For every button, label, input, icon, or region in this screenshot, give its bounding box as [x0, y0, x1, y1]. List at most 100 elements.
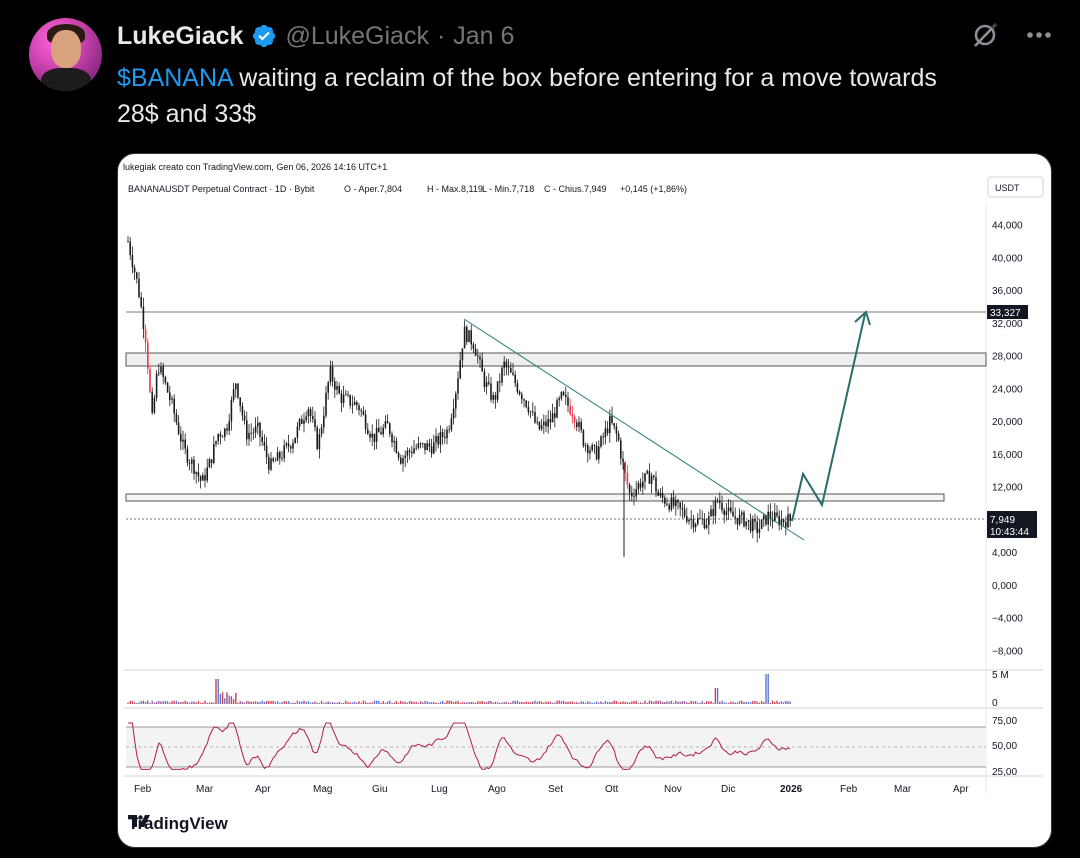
candle-body — [721, 502, 723, 511]
candle-body — [452, 408, 455, 419]
volume-bar — [466, 702, 468, 704]
candle-body — [560, 392, 563, 399]
candle-body — [334, 381, 336, 390]
volume-bar — [521, 701, 523, 704]
candle-body — [716, 500, 719, 502]
volume-bar — [485, 701, 488, 704]
volume-bar — [721, 700, 723, 704]
author-name[interactable]: LukeGiack — [117, 21, 244, 50]
volume-bar — [142, 700, 145, 704]
candle-body — [677, 500, 679, 503]
volume-bar — [677, 701, 679, 704]
candle-body — [540, 425, 543, 430]
candle-body — [741, 512, 743, 515]
candle-body — [661, 492, 664, 498]
volume-bar — [276, 701, 279, 704]
volume-bar — [710, 701, 712, 704]
candle-body — [736, 517, 739, 525]
candle-body — [723, 510, 725, 516]
volume-bar — [694, 701, 697, 704]
volume-bar — [235, 692, 237, 704]
candle-body — [582, 430, 585, 446]
candle-body — [483, 371, 486, 387]
volume-bar — [488, 700, 490, 704]
candle-body — [305, 416, 307, 421]
candle-body — [347, 394, 349, 396]
candle-body — [230, 399, 233, 422]
volume-bar — [316, 702, 318, 704]
more-icon[interactable] — [1026, 31, 1052, 39]
candle-body — [316, 427, 318, 450]
grok-icon[interactable] — [970, 20, 1000, 50]
candle-body — [422, 443, 424, 445]
candle-body — [481, 359, 483, 372]
candle-body — [362, 411, 365, 415]
volume-bar — [351, 702, 354, 704]
volume-bar — [147, 700, 149, 704]
candle-body — [505, 361, 508, 368]
avatar[interactable] — [29, 18, 102, 91]
candle-body — [408, 450, 411, 452]
volume-bar — [384, 702, 387, 704]
volume-bar — [679, 701, 681, 704]
candle-body — [439, 432, 442, 445]
volume-bar — [153, 702, 156, 704]
volume-bar — [378, 700, 380, 704]
volume-bar — [714, 688, 717, 704]
volume-bar — [298, 701, 301, 704]
candle-body — [521, 394, 523, 400]
volume-bar — [452, 701, 455, 704]
volume-bar — [512, 700, 514, 704]
volume-bar — [217, 679, 219, 704]
candle-body — [144, 329, 147, 343]
chart-image[interactable]: lukegiak creato con TradingView.com, Gen… — [117, 153, 1052, 848]
cashtag-link[interactable]: $BANANA — [117, 64, 233, 92]
volume-bar — [294, 702, 296, 704]
volume-bar — [191, 701, 193, 704]
volume-bar — [587, 701, 589, 704]
candle-body — [272, 458, 274, 461]
candle-body — [424, 443, 426, 451]
candle-body — [763, 515, 765, 520]
candle-body — [356, 401, 358, 406]
candle-body — [591, 444, 593, 451]
candle-body — [688, 519, 690, 522]
candle-body — [569, 405, 571, 415]
volume-bar — [734, 702, 736, 704]
candle-body — [501, 367, 503, 383]
candle-body — [499, 381, 501, 383]
candle-body — [129, 241, 131, 256]
volume-bar — [171, 701, 173, 704]
volume-bar — [373, 700, 376, 704]
candle-body — [468, 330, 470, 343]
price-tick-label: 28,000 — [992, 352, 1023, 363]
volume-bar — [622, 701, 624, 704]
candle-body — [565, 394, 567, 398]
chart-symbol: BANANAUSDT Perpetual Contract · 1D · Byb… — [128, 184, 315, 194]
candle-body — [734, 516, 736, 518]
volume-bar — [232, 699, 235, 704]
candle-body — [378, 427, 380, 433]
volume-bar — [356, 702, 358, 704]
candle-body — [175, 413, 178, 423]
candle-body — [395, 440, 398, 453]
chart-open: O - Aper.7,804 — [344, 184, 402, 194]
volume-bar — [180, 702, 182, 704]
volume-bar — [360, 702, 362, 704]
author-handle[interactable]: @LukeGiack — [285, 21, 429, 50]
candle-body — [485, 382, 488, 387]
tweet-date[interactable]: Jan 6 — [453, 21, 515, 50]
volume-bar — [617, 702, 620, 704]
candle-body — [664, 497, 666, 504]
time-tick-label: Apr — [255, 784, 271, 795]
volume-bar — [785, 700, 787, 704]
time-tick-label: Nov — [664, 784, 682, 795]
candle-body — [628, 484, 631, 493]
volume-bar — [305, 701, 307, 704]
volume-bar — [345, 700, 347, 704]
time-tick-label: Mag — [313, 784, 332, 795]
volume-bar — [554, 702, 556, 704]
volume-bar — [252, 701, 255, 704]
volume-bar — [428, 702, 431, 704]
chart-change: +0,145 (+1,86%) — [620, 184, 687, 194]
